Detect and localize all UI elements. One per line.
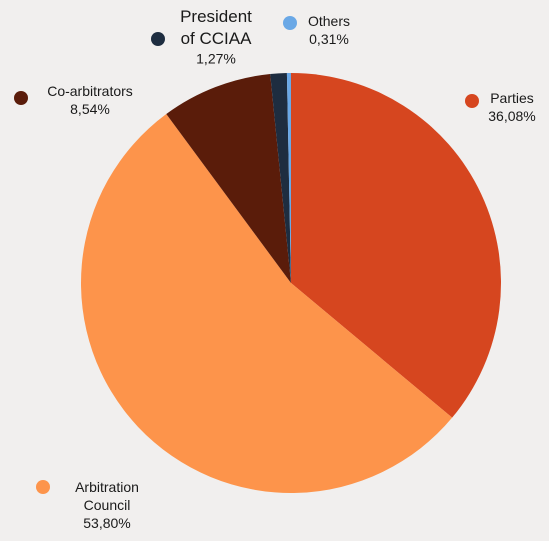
label-parties: Parties 36,08%: [465, 90, 536, 124]
pie-slice-arbitration-council: [81, 114, 453, 493]
label-name-others: Others: [308, 13, 350, 29]
label-co-arbitrators: Co-arbitrators 8,54%: [14, 83, 133, 117]
label-name-parties: Parties: [490, 90, 534, 106]
pie-slices: [81, 73, 501, 493]
pie-slice-president-of-cciaa: [270, 73, 291, 284]
legend-marker-co-arbitrators: [14, 91, 28, 105]
legend-marker-others: [283, 16, 297, 30]
slice-labels: Parties 36,08% Arbitration Council 53,80% Co-…: [14, 7, 536, 531]
label-value-others: 0,31%: [309, 31, 349, 47]
label-name-president-of-cciaa: President of CCIAA: [180, 7, 252, 48]
label-value-arbitration-council: 53,80%: [83, 515, 130, 531]
label-value-president-of-cciaa: 1,27%: [196, 51, 236, 67]
pie-slice-co-arbitrators: [166, 74, 291, 283]
label-value-co-arbitrators: 8,54%: [70, 101, 110, 117]
legend-marker-president-of-cciaa: [151, 32, 165, 46]
legend-marker-arbitration-council: [36, 480, 50, 494]
label-value-parties: 36,08%: [488, 108, 535, 124]
pie-slice-parties: [291, 73, 501, 418]
label-name-co-arbitrators: Co-arbitrators: [47, 83, 133, 99]
label-arbitration-council: Arbitration Council 53,80%: [36, 479, 139, 531]
label-name-arbitration-council: Arbitration Council: [75, 479, 139, 513]
label-president-of-cciaa: President of CCIAA 1,27%: [151, 7, 252, 67]
pie-slice-others: [286, 73, 291, 283]
legend-marker-parties: [465, 94, 479, 108]
label-others: Others 0,31%: [283, 13, 350, 47]
